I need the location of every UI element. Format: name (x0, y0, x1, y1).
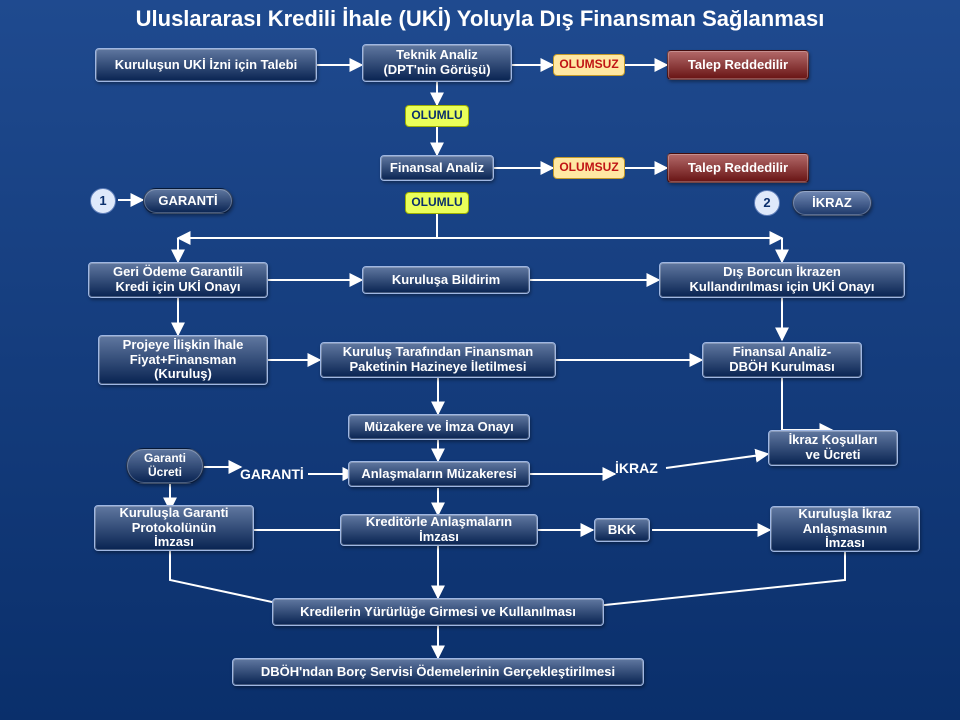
node-kurulus-garanti-protokol: Kuruluşla Garanti Protokolünün İmzası (94, 505, 254, 551)
olumsuz-1: OLUMSUZ (553, 54, 625, 76)
circle-2: 2 (754, 190, 780, 216)
page-title: Uluslararası Kredili İhale (UKİ) Yoluyla… (0, 6, 960, 32)
node-garanti-ucreti: Garanti Ücreti (126, 448, 204, 484)
node-dboh-servis: DBÖH'ndan Borç Servisi Ödemelerinin Gerç… (232, 658, 644, 686)
node-muzakere-imza: Müzakere ve İmza Onayı (348, 414, 530, 440)
garanti-label: GARANTİ (240, 466, 304, 482)
ikraz-label: İKRAZ (615, 460, 658, 476)
node-projeye-ihale: Projeye İlişkin İhale Fiyat+Finansman (K… (98, 335, 268, 385)
node-dis-borcun: Dış Borcun İkrazen Kullandırılması için … (659, 262, 905, 298)
node-kurulus-uki-izni: Kuruluşun UKİ İzni için Talebi (95, 48, 317, 82)
node-finansal-analiz: Finansal Analiz (380, 155, 494, 181)
ikraz-pill-top: İKRAZ (792, 190, 872, 216)
node-kurulusa-bildirim: Kuruluşa Bildirim (362, 266, 530, 294)
node-bkk: BKK (594, 518, 650, 542)
node-teknik-analiz: Teknik Analiz (DPT'nin Görüşü) (362, 44, 512, 82)
node-talep-red-2: Talep Reddedilir (667, 153, 809, 183)
node-ikraz-kosullari: İkraz Koşulları ve Ücreti (768, 430, 898, 466)
node-krediler-yururluk: Kredilerin Yürürlüğe Girmesi ve Kullanıl… (272, 598, 604, 626)
node-finansal-analiz-dboh: Finansal Analiz- DBÖH Kurulması (702, 342, 862, 378)
node-kreditorle: Kreditörle Anlaşmaların İmzası (340, 514, 538, 546)
node-kurulus-ikraz-anlasma: Kuruluşla İkraz Anlaşmasının İmzası (770, 506, 920, 552)
olumlu-1: OLUMLU (405, 105, 469, 127)
node-anlasma-muzakere: Anlaşmaların Müzakeresi (348, 461, 530, 487)
olumlu-2: OLUMLU (405, 192, 469, 214)
garanti-pill-1: GARANTİ (143, 188, 233, 214)
olumsuz-2: OLUMSUZ (553, 157, 625, 179)
node-talep-red-1: Talep Reddedilir (667, 50, 809, 80)
node-finansman-paket: Kuruluş Tarafından Finansman Paketinin H… (320, 342, 556, 378)
node-geri-odeme: Geri Ödeme Garantili Kredi için UKİ Onay… (88, 262, 268, 298)
circle-1: 1 (90, 188, 116, 214)
